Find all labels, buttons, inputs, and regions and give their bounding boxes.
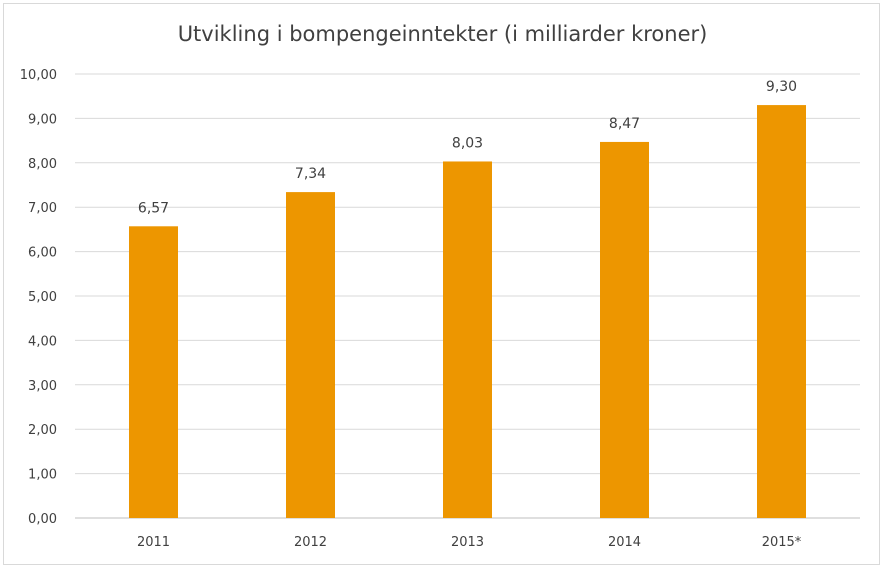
y-tick-label: 7,00 bbox=[28, 201, 57, 216]
data-label: 8,47 bbox=[609, 116, 640, 132]
y-tick-label: 3,00 bbox=[28, 379, 57, 394]
x-tick-label: 2015* bbox=[762, 535, 802, 550]
data-label: 9,30 bbox=[766, 79, 797, 95]
y-axis-ticks: 0,00 1,00 2,00 3,00 4,00 5,00 6,00 7,00 8,00 9,00… bbox=[20, 68, 57, 527]
y-tick-label: 0,00 bbox=[28, 512, 57, 527]
x-tick-label: 2013 bbox=[451, 535, 484, 550]
bar bbox=[129, 226, 178, 519]
data-label: 8,03 bbox=[452, 135, 483, 151]
x-tick-label: 2011 bbox=[137, 535, 170, 550]
y-tick-label: 2,00 bbox=[28, 423, 57, 438]
x-axis-ticks: 2011 2012 2013 2014 2015* bbox=[137, 535, 802, 550]
x-tick-label: 2012 bbox=[294, 535, 327, 550]
data-labels: 6,57 7,34 8,03 8,47 9,30 bbox=[138, 79, 797, 216]
y-tick-label: 9,00 bbox=[28, 112, 57, 127]
data-label: 7,34 bbox=[295, 166, 326, 182]
y-tick-label: 10,00 bbox=[20, 68, 57, 83]
y-tick-label: 1,00 bbox=[28, 468, 57, 483]
bar bbox=[600, 141, 649, 518]
chart-title: Utvikling i bompengeinntekter (i milliar… bbox=[177, 22, 708, 46]
y-tick-label: 8,00 bbox=[28, 157, 57, 172]
x-tick-label: 2014 bbox=[608, 535, 641, 550]
y-tick-label: 5,00 bbox=[28, 290, 57, 305]
y-tick-label: 4,00 bbox=[28, 334, 57, 349]
bar bbox=[443, 161, 492, 518]
bar bbox=[757, 105, 806, 518]
data-label: 6,57 bbox=[138, 200, 169, 216]
bar bbox=[286, 192, 335, 518]
bars bbox=[129, 105, 806, 519]
y-tick-label: 6,00 bbox=[28, 246, 57, 261]
